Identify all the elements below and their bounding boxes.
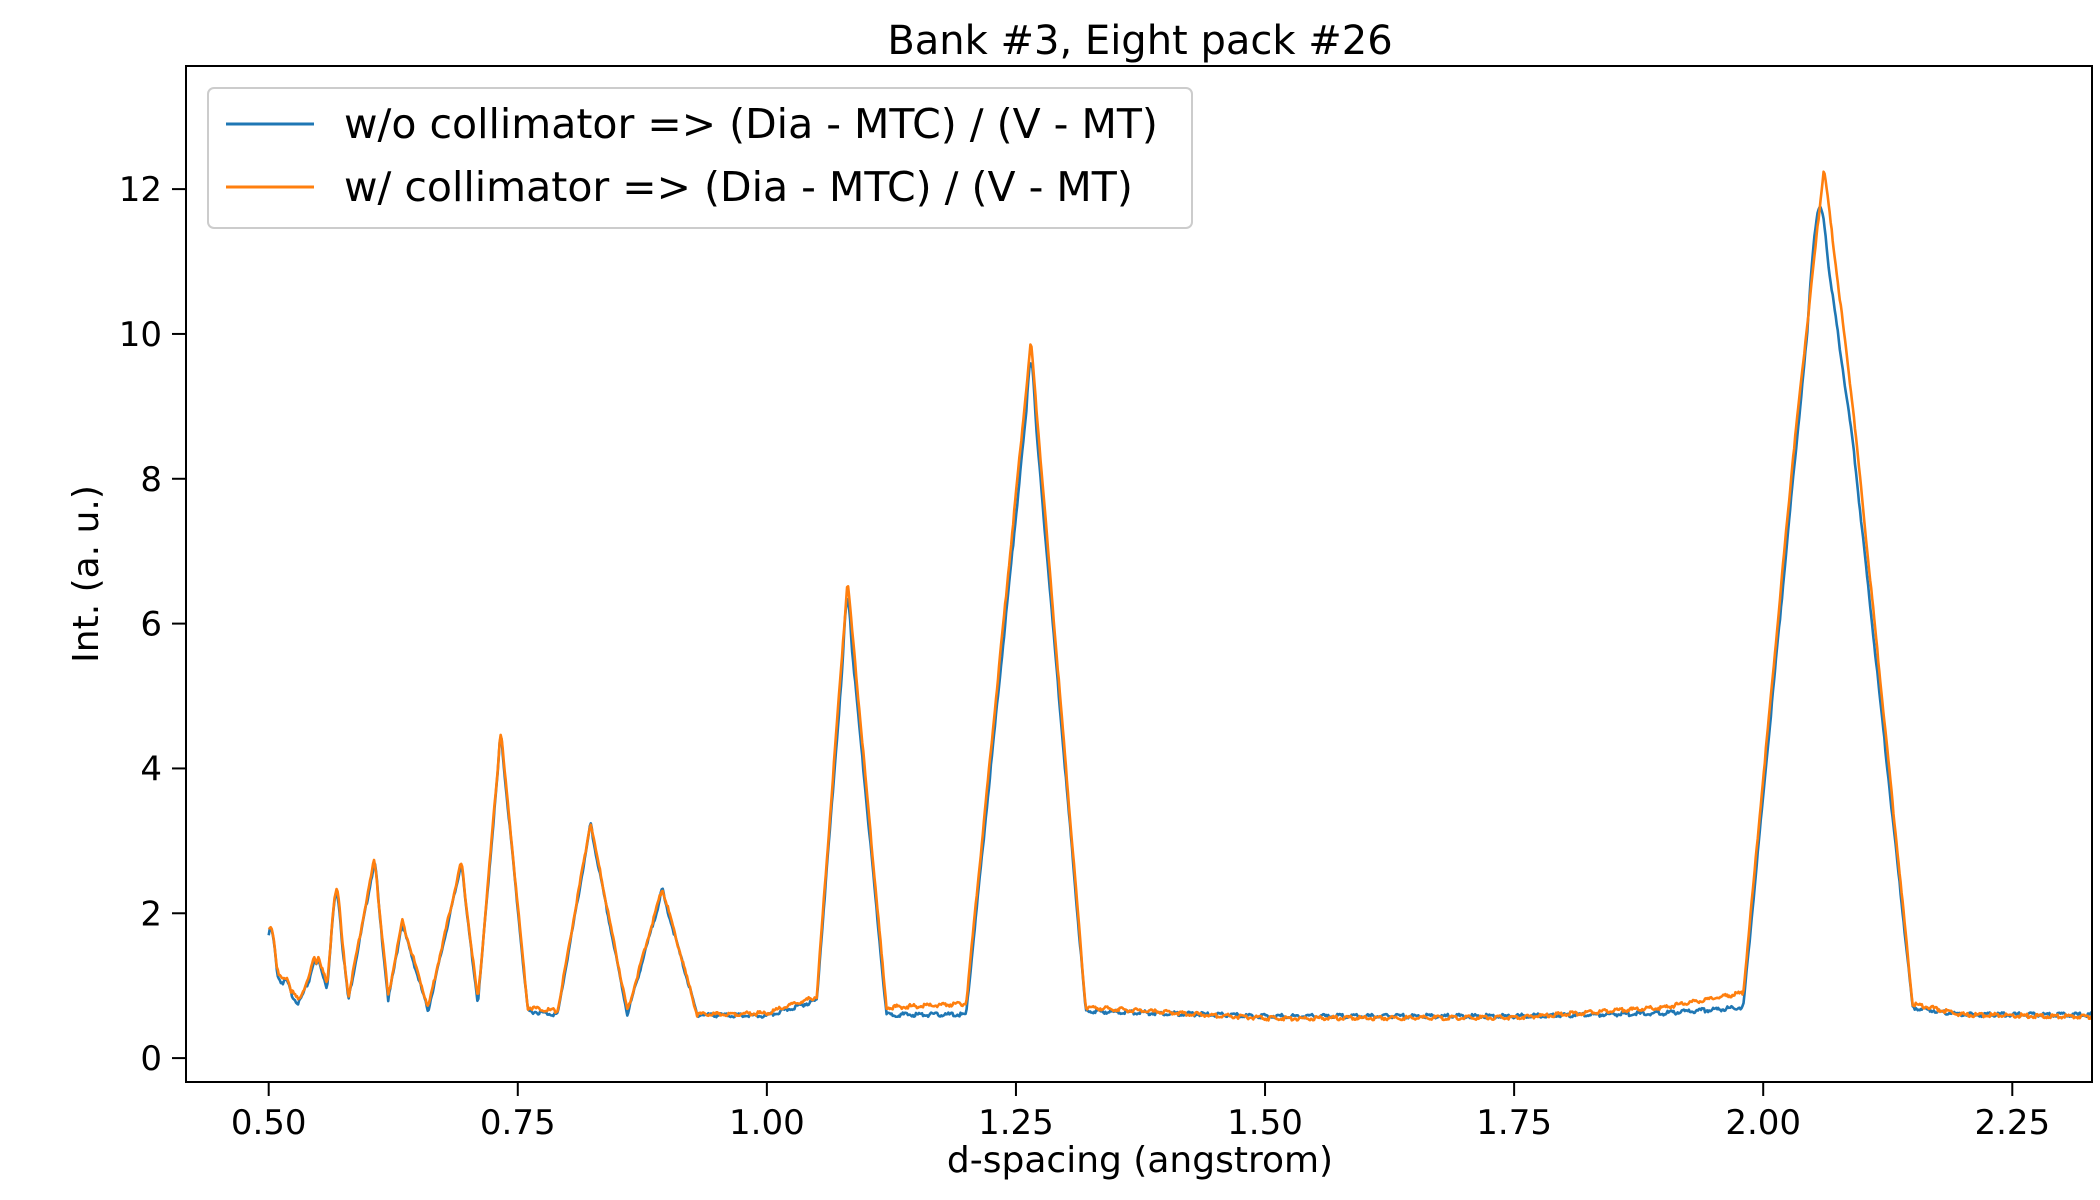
y-tick-label: 12 (119, 170, 162, 210)
x-tick-label: 2.00 (1725, 1103, 1801, 1143)
x-tick-label: 2.25 (1974, 1103, 2050, 1143)
series-line-1 (267, 170, 2092, 1022)
x-tick-label: 1.25 (978, 1103, 1054, 1143)
x-tick-label: 0.50 (231, 1103, 307, 1143)
x-axis-label: d-spacing (angstrom) (947, 1140, 1333, 1181)
legend-label-series-0: w/o collimator => (Dia - MTC) / (V - MT) (344, 100, 1158, 148)
x-tick-label: 0.75 (480, 1103, 556, 1143)
y-tick-label: 6 (140, 605, 162, 645)
legend-label-series-1: w/ collimator => (Dia - MTC) / (V - MT) (344, 163, 1133, 211)
y-tick-label: 8 (140, 460, 162, 500)
y-axis-label: Int. (a. u.) (66, 485, 107, 663)
x-axis: 0.50 0.75 1.00 1.25 1.50 1.75 2.00 2.25 (231, 1082, 2050, 1143)
legend-box (207, 87, 1193, 229)
plot-frame (185, 65, 2093, 1083)
y-tick-label: 2 (140, 894, 162, 934)
x-tick-label: 1.00 (729, 1103, 805, 1143)
y-tick-label: 0 (140, 1039, 162, 1079)
x-tick-label: 1.75 (1476, 1103, 1552, 1143)
y-tick-label: 10 (119, 315, 162, 355)
chart-title: Bank #3, Eight pack #26 (887, 18, 1392, 64)
y-tick-label: 4 (140, 749, 162, 789)
y-axis: 0 2 4 6 8 10 12 (119, 170, 186, 1079)
x-tick-label: 1.50 (1227, 1103, 1303, 1143)
legend: w/o collimator => (Dia - MTC) / (V - MT)… (207, 87, 1193, 229)
